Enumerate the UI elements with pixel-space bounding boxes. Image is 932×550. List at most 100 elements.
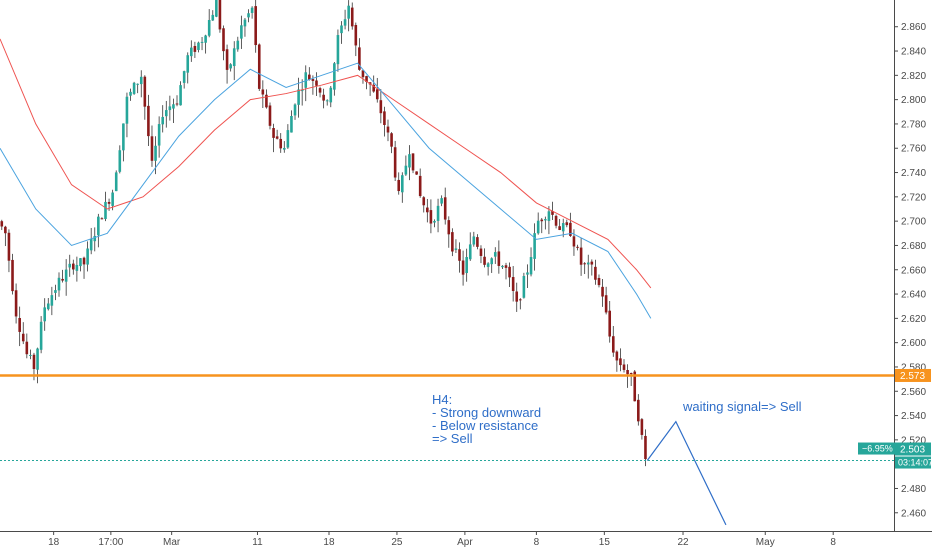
time-tick-label: Apr — [457, 537, 473, 548]
candle-body — [383, 111, 386, 125]
candle-body — [72, 263, 75, 270]
price-tick-label: 2.620 — [901, 314, 926, 325]
candle-body — [540, 219, 544, 222]
candle-body — [629, 372, 633, 374]
time-axis[interactable]: 18 17:00 Mar 11 18 25 Apr 8 15 22 May 8 — [0, 531, 932, 548]
candle-body — [347, 5, 350, 19]
price-tick-label: 2.480 — [901, 484, 926, 495]
price-tick-label: 2.640 — [901, 290, 926, 301]
candle-body — [279, 138, 283, 149]
candle-body — [290, 115, 293, 133]
candle-body — [7, 232, 11, 261]
candle-body — [515, 291, 519, 302]
candle-body — [236, 40, 240, 50]
time-tick-label: 25 — [391, 537, 403, 548]
candle-body — [107, 201, 111, 204]
candle-body — [147, 105, 150, 137]
candle-body — [43, 307, 46, 322]
candle-body — [254, 6, 257, 46]
price-tick-label: 2.760 — [901, 144, 926, 155]
candle-body — [168, 106, 172, 111]
candle-body — [640, 419, 644, 435]
candle-body — [501, 265, 504, 268]
time-tick-label: 18 — [323, 537, 335, 548]
candle-body — [429, 210, 433, 224]
candle-body — [372, 84, 375, 92]
candle-body — [32, 354, 36, 370]
time-tick-label: 11 — [252, 537, 263, 548]
candle-body — [586, 262, 590, 265]
annotation-h4-line-2: - Strong downward — [432, 405, 541, 420]
candle-body — [594, 266, 597, 280]
annotation-signal[interactable]: waiting signal=> Sell — [682, 399, 802, 414]
resistance-price-label: 2.573 — [895, 368, 931, 382]
price-axis-ticks: 2.860 2.840 2.820 2.800 2.780 2.760 2.740 2.720… — [894, 22, 926, 519]
price-axis[interactable]: 2.860 2.840 2.820 2.800 2.780 2.760 2.740 2.720… — [894, 0, 926, 531]
candle-body — [365, 76, 368, 82]
forecast-path-line[interactable] — [646, 420, 727, 526]
candle-body — [340, 25, 343, 34]
candle-body — [393, 147, 397, 178]
candle-body — [100, 218, 104, 220]
candle-body — [129, 91, 132, 96]
candle-body — [125, 96, 129, 124]
candle-body — [268, 105, 272, 126]
candle-body — [597, 277, 601, 286]
candle-body — [401, 175, 404, 193]
price-tick-label: 2.820 — [901, 71, 926, 82]
current-price-badge — [895, 442, 931, 456]
candle-body — [547, 211, 551, 221]
candle-body — [172, 104, 175, 109]
time-tick-label: 15 — [599, 537, 611, 548]
candle-body — [519, 299, 522, 301]
candle-body — [468, 244, 472, 260]
candle-body — [386, 126, 390, 133]
price-tick-label: 2.740 — [901, 168, 926, 179]
candle-body — [476, 237, 479, 247]
candle-body — [118, 150, 122, 172]
candle-body — [218, 0, 222, 30]
candle-body — [440, 198, 443, 204]
candle-body — [533, 233, 536, 259]
candle-body — [161, 116, 165, 125]
candle-body — [136, 83, 139, 85]
price-tick-label: 2.800 — [901, 95, 926, 106]
candle-body — [601, 286, 604, 297]
countdown-text: 03:14:07 — [898, 458, 932, 468]
countdown-badge — [895, 456, 931, 469]
candle-body — [415, 171, 418, 175]
candle-body — [57, 277, 61, 291]
candle-body — [207, 20, 211, 36]
candle-body — [426, 207, 429, 213]
candle-body — [461, 260, 465, 275]
price-change-badge — [858, 442, 896, 455]
candle-body — [436, 205, 440, 221]
annotation-h4[interactable]: H4: - Strong downward - Below resistance… — [432, 392, 541, 446]
resistance-price-badge — [895, 368, 931, 382]
candle-body — [497, 251, 501, 266]
candle-body — [465, 257, 468, 274]
time-tick-label: 8 — [830, 537, 836, 548]
candle-body — [408, 154, 411, 168]
candle-body — [637, 399, 640, 422]
candle-body — [197, 42, 200, 50]
candle-body — [272, 128, 275, 138]
candle-body — [150, 136, 154, 161]
candle-body — [25, 341, 29, 355]
candle-body — [451, 232, 454, 252]
candle-body — [97, 216, 100, 236]
candle-body — [458, 249, 461, 261]
candle-body — [472, 236, 476, 245]
candle-body — [14, 290, 18, 317]
candle-body — [590, 261, 594, 265]
candle-body — [325, 100, 329, 102]
candle-body — [526, 272, 529, 275]
candle-body — [293, 104, 297, 116]
candle-body — [354, 25, 358, 46]
candle-body — [182, 71, 186, 83]
candle-body — [308, 74, 311, 80]
annotation-h4-line-1: H4: — [432, 392, 452, 407]
time-axis-ticks: 18 17:00 Mar 11 18 25 Apr 8 15 22 May 8 — [48, 531, 836, 548]
